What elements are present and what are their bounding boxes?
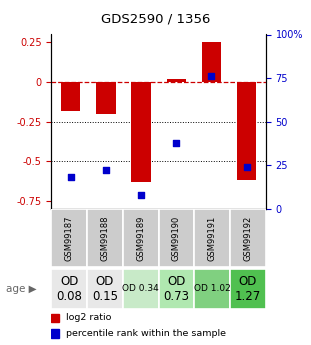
Bar	[61, 82, 80, 110]
Text: GSM99187: GSM99187	[65, 216, 74, 261]
Text: GSM99189: GSM99189	[136, 216, 145, 261]
Text: GSM99191: GSM99191	[208, 216, 217, 261]
Text: OD
1.27: OD 1.27	[235, 275, 261, 303]
Bar	[51, 329, 59, 338]
Text: GSM99190: GSM99190	[172, 216, 181, 261]
Text: OD 1.02: OD 1.02	[194, 284, 231, 294]
Point	[138, 192, 143, 198]
Point	[174, 140, 179, 145]
Bar	[87, 269, 123, 309]
Point	[209, 73, 214, 79]
Bar	[159, 269, 194, 309]
Point	[68, 175, 73, 180]
Bar	[87, 209, 123, 267]
Text: OD
0.08: OD 0.08	[56, 275, 82, 303]
Bar	[96, 82, 115, 114]
Bar	[166, 79, 186, 82]
Text: OD 0.34: OD 0.34	[122, 284, 159, 294]
Bar	[123, 209, 159, 267]
Point	[103, 168, 108, 173]
Text: percentile rank within the sample: percentile rank within the sample	[66, 329, 226, 338]
Text: OD
0.15: OD 0.15	[92, 275, 118, 303]
Bar	[230, 209, 266, 267]
Text: log2 ratio: log2 ratio	[66, 314, 111, 323]
Bar	[230, 269, 266, 309]
Text: GSM99192: GSM99192	[244, 216, 253, 261]
Point	[244, 164, 249, 170]
Bar	[202, 42, 221, 82]
Text: GSM99188: GSM99188	[100, 216, 109, 261]
Bar	[194, 209, 230, 267]
Bar	[159, 209, 194, 267]
Bar	[51, 269, 87, 309]
Bar	[51, 209, 87, 267]
Text: age ▶: age ▶	[6, 284, 37, 294]
Text: OD
0.73: OD 0.73	[164, 275, 189, 303]
Bar	[194, 269, 230, 309]
Text: GDS2590 / 1356: GDS2590 / 1356	[101, 12, 210, 25]
Bar	[51, 314, 59, 322]
Bar	[131, 82, 151, 182]
Bar	[123, 269, 159, 309]
Bar	[237, 82, 256, 180]
